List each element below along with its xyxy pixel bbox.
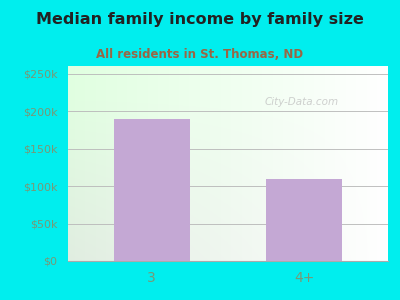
Bar <box>114 118 190 261</box>
Text: Median family income by family size: Median family income by family size <box>36 12 364 27</box>
Bar <box>114 118 190 261</box>
Bar <box>266 178 342 261</box>
Text: All residents in St. Thomas, ND: All residents in St. Thomas, ND <box>96 48 304 61</box>
Text: City-Data.com: City-Data.com <box>264 97 339 107</box>
Bar <box>266 178 342 261</box>
